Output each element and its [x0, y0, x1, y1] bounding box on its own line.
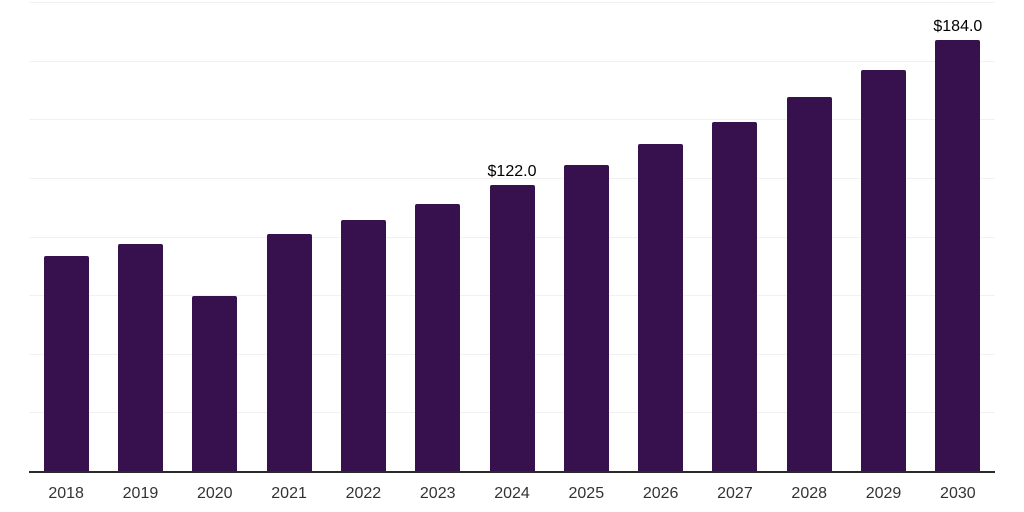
x-tick-label-2026: 2026: [642, 485, 679, 502]
gridline: [29, 1, 995, 3]
bar-2021: [266, 234, 312, 471]
bar-2025: [563, 164, 609, 471]
x-tick-label-2021: 2021: [271, 485, 307, 502]
x-tick-label-2028: 2028: [791, 485, 828, 502]
bar-2019: [117, 243, 163, 471]
x-tick-label-2022: 2022: [345, 485, 382, 502]
gridline: [29, 177, 995, 179]
bar-2024: [489, 184, 535, 471]
x-tick-label-2018: 2018: [48, 485, 84, 502]
bar-2023: [415, 203, 461, 471]
x-tick-label-2030: 2030: [940, 485, 976, 502]
x-tick-label-2027: 2027: [717, 485, 753, 502]
bar-2020: [192, 296, 238, 471]
x-tick-label-2029: 2029: [865, 485, 902, 502]
x-axis-line: [29, 471, 995, 473]
data-label-2030: $184.0: [933, 17, 983, 35]
x-tick-label-2023: 2023: [419, 485, 456, 502]
data-label-2024: $122.0: [487, 162, 537, 180]
x-tick-label-2020: 2020: [196, 485, 233, 502]
bar-2027: [712, 121, 758, 471]
bar-2028: [786, 96, 832, 471]
gridline: [29, 60, 995, 62]
x-tick-label-2019: 2019: [122, 485, 159, 502]
x-tick-label-2024: 2024: [494, 485, 530, 502]
bar-2018: [43, 256, 89, 471]
bar-2026: [638, 143, 684, 471]
x-tick-label-2025: 2025: [568, 485, 605, 502]
gridline: [29, 119, 995, 121]
bar-2029: [861, 70, 907, 471]
bar-2022: [340, 220, 386, 471]
bar-2030: [935, 39, 981, 471]
